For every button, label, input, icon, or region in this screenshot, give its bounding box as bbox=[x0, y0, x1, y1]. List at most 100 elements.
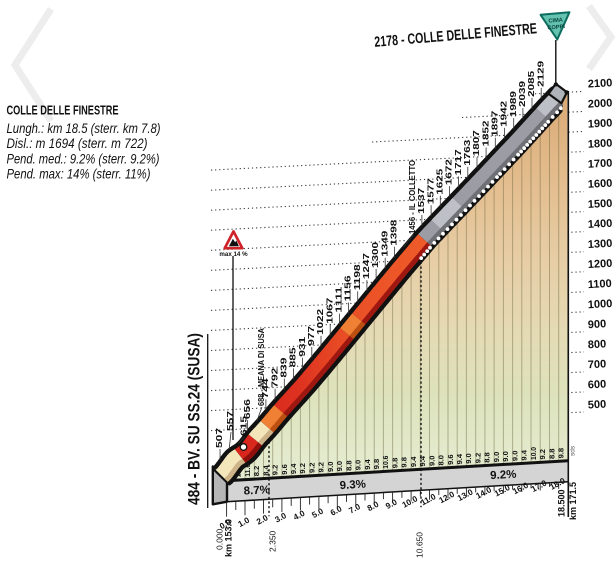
svg-text:931: 931 bbox=[298, 336, 307, 357]
svg-text:max 14 %: max 14 % bbox=[219, 251, 248, 258]
svg-text:1900: 1900 bbox=[588, 117, 613, 130]
svg-text:9.4: 9.4 bbox=[411, 456, 418, 467]
svg-text:744: 744 bbox=[261, 378, 270, 399]
svg-text:656: 656 bbox=[243, 398, 252, 419]
svg-text:Pend. max: 14% (sterr. 11%): Pend. max: 14% (sterr. 11%) bbox=[7, 167, 151, 182]
svg-text:1000: 1000 bbox=[588, 298, 613, 311]
svg-text:2.350: 2.350 bbox=[268, 530, 278, 552]
svg-text:18.500: 18.500 bbox=[557, 489, 567, 517]
svg-text:8.2: 8.2 bbox=[254, 466, 261, 477]
svg-text:1600: 1600 bbox=[588, 178, 613, 191]
svg-text:1400: 1400 bbox=[588, 218, 613, 231]
svg-text:1700: 1700 bbox=[588, 157, 613, 170]
svg-text:9.0: 9.0 bbox=[512, 450, 519, 461]
svg-text:1067: 1067 bbox=[325, 297, 334, 324]
svg-text:700: 700 bbox=[588, 358, 607, 371]
svg-text:9.0: 9.0 bbox=[384, 497, 399, 511]
svg-text:900: 900 bbox=[588, 318, 607, 331]
svg-text:1942: 1942 bbox=[500, 100, 509, 127]
svg-text:9.0: 9.0 bbox=[503, 451, 510, 462]
svg-text:615: 615 bbox=[240, 415, 249, 436]
svg-text:2129: 2129 bbox=[536, 60, 545, 87]
svg-text:1763: 1763 bbox=[463, 139, 472, 166]
svg-text:8.8: 8.8 bbox=[485, 452, 492, 463]
svg-text:2.0: 2.0 bbox=[255, 512, 270, 526]
svg-text:1625: 1625 bbox=[436, 168, 445, 195]
svg-text:km 153.0: km 153.0 bbox=[224, 519, 234, 557]
svg-text:600: 600 bbox=[588, 378, 607, 391]
svg-text:1398: 1398 bbox=[390, 219, 399, 246]
svg-text:1852: 1852 bbox=[481, 120, 490, 147]
svg-text:1807: 1807 bbox=[472, 130, 481, 157]
svg-text:1537: 1537 bbox=[417, 187, 426, 214]
svg-text:1156: 1156 bbox=[344, 275, 353, 302]
svg-text:7.0: 7.0 bbox=[347, 501, 362, 515]
svg-text:9.8: 9.8 bbox=[374, 459, 381, 470]
svg-text:9.4: 9.4 bbox=[522, 450, 529, 461]
svg-text:507: 507 bbox=[215, 427, 224, 448]
svg-text:1717: 1717 bbox=[454, 149, 463, 176]
svg-text:9.6: 9.6 bbox=[448, 454, 455, 465]
svg-text:1500: 1500 bbox=[588, 198, 613, 211]
svg-text:1989: 1989 bbox=[509, 90, 518, 117]
svg-text:1.0: 1.0 bbox=[236, 515, 251, 529]
svg-text:1247: 1247 bbox=[362, 252, 371, 279]
svg-text:885: 885 bbox=[289, 347, 298, 368]
svg-text:1111: 1111 bbox=[335, 286, 344, 313]
svg-text:9.0: 9.0 bbox=[328, 461, 335, 472]
svg-text:2000: 2000 bbox=[588, 97, 613, 110]
svg-text:557: 557 bbox=[226, 410, 235, 431]
svg-text:9.0: 9.0 bbox=[429, 455, 436, 466]
svg-text:8.8: 8.8 bbox=[549, 448, 556, 459]
svg-text:Lungh.: km 18.5 (sterr. km 7.8: Lungh.: km 18.5 (sterr. km 7.8) bbox=[7, 121, 161, 136]
svg-text:839: 839 bbox=[280, 357, 289, 378]
svg-text:9.2: 9.2 bbox=[319, 462, 326, 473]
svg-text:9.0: 9.0 bbox=[337, 461, 344, 472]
svg-text:792: 792 bbox=[270, 367, 279, 388]
svg-text:9.2: 9.2 bbox=[540, 449, 547, 460]
svg-text:1349: 1349 bbox=[380, 230, 389, 257]
svg-text:Pend. med.: 9.2% (sterr. 9.2%: Pend. med.: 9.2% (sterr. 9.2%) bbox=[7, 151, 160, 166]
svg-text:9.0: 9.0 bbox=[466, 453, 473, 464]
svg-text:9.0: 9.0 bbox=[356, 460, 363, 471]
svg-text:sds: sds bbox=[570, 445, 577, 456]
svg-text:9.6: 9.6 bbox=[282, 464, 289, 475]
svg-text:2085: 2085 bbox=[527, 70, 536, 97]
svg-text:6.0: 6.0 bbox=[328, 503, 343, 517]
svg-text:4.0: 4.0 bbox=[292, 508, 307, 522]
svg-text:9.2: 9.2 bbox=[476, 453, 483, 464]
svg-text:1022: 1022 bbox=[316, 308, 325, 335]
svg-text:1300: 1300 bbox=[371, 241, 380, 268]
svg-text:484 - BV. SU SS.24 (SUSA): 484 - BV. SU SS.24 (SUSA) bbox=[186, 333, 204, 505]
svg-text:0.0: 0.0 bbox=[218, 517, 233, 531]
svg-text:500: 500 bbox=[588, 399, 607, 412]
svg-text:1800: 1800 bbox=[588, 137, 613, 150]
svg-text:1577: 1577 bbox=[426, 178, 435, 205]
svg-text:9.4: 9.4 bbox=[457, 454, 464, 465]
svg-text:2039: 2039 bbox=[518, 80, 527, 107]
svg-text:1456 - IL COLLETTO: 1456 - IL COLLETTO bbox=[408, 159, 417, 234]
svg-text:8.7%: 8.7% bbox=[243, 484, 270, 498]
svg-text:9.2: 9.2 bbox=[309, 462, 316, 473]
svg-text:977: 977 bbox=[307, 325, 316, 346]
svg-text:2100: 2100 bbox=[588, 77, 613, 90]
svg-text:COPPI: COPPI bbox=[547, 24, 565, 32]
svg-text:9.3%: 9.3% bbox=[339, 479, 366, 493]
svg-text:1198: 1198 bbox=[353, 264, 362, 291]
svg-text:0.000: 0.000 bbox=[215, 528, 225, 550]
svg-text:1200: 1200 bbox=[588, 258, 613, 271]
svg-text:8.8: 8.8 bbox=[346, 460, 353, 471]
svg-text:800: 800 bbox=[588, 338, 607, 351]
svg-text:5.0: 5.0 bbox=[310, 506, 325, 520]
svg-text:10.650: 10.650 bbox=[415, 532, 425, 558]
svg-text:1300: 1300 bbox=[588, 238, 613, 251]
svg-text:9.2: 9.2 bbox=[273, 465, 280, 476]
svg-text:9.8: 9.8 bbox=[392, 458, 399, 469]
svg-text:km 171.5: km 171.5 bbox=[568, 482, 578, 520]
svg-text:9.2: 9.2 bbox=[300, 463, 307, 474]
svg-text:11.6: 11.6 bbox=[245, 464, 252, 477]
svg-text:10.0: 10.0 bbox=[531, 447, 538, 460]
svg-text:9.4: 9.4 bbox=[420, 456, 427, 467]
svg-text:3.0: 3.0 bbox=[273, 510, 288, 524]
svg-text:9.4: 9.4 bbox=[365, 459, 372, 470]
